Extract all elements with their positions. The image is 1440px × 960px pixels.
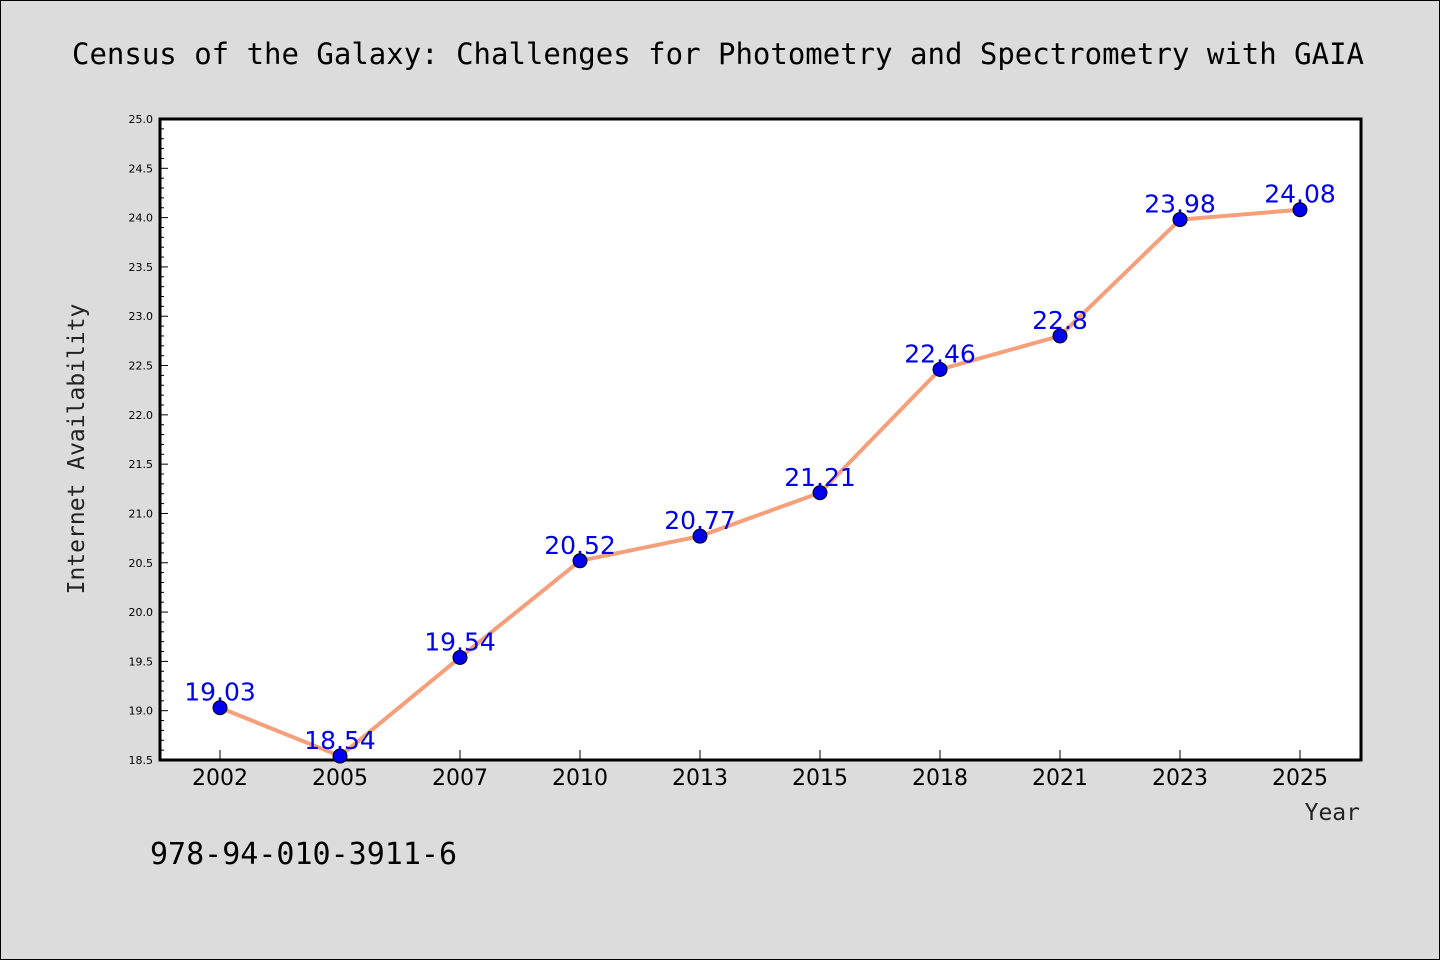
x-axis: 2002 2005 2007 2010 2013 2015 2018 2021 2023 2025 xyxy=(192,750,1328,791)
y-tick-label: 24.0 xyxy=(129,212,154,225)
x-tick-label: 2025 xyxy=(1272,766,1328,791)
x-axis-label: Year xyxy=(1305,800,1360,826)
data-point xyxy=(212,700,228,716)
y-tick-label: 23.5 xyxy=(129,261,154,274)
data-point xyxy=(812,485,828,501)
x-tick-label: 2002 xyxy=(192,766,248,791)
data-point xyxy=(572,553,588,569)
plot-area xyxy=(158,117,1363,762)
data-label: 22.8 xyxy=(1032,306,1088,335)
y-tick-label: 23.0 xyxy=(129,310,154,323)
data-point xyxy=(332,748,348,764)
y-tick-label: 21.0 xyxy=(129,507,154,520)
data-label: 22.46 xyxy=(904,339,976,368)
data-label: 21.21 xyxy=(784,463,856,492)
y-tick-label: 22.0 xyxy=(129,409,154,422)
chart-title: Census of the Galaxy: Challenges for Pho… xyxy=(72,37,1364,71)
series-line xyxy=(219,207,1301,759)
y-tick-label: 20.5 xyxy=(129,557,154,570)
y-tick-label: 21.5 xyxy=(129,458,154,471)
series-availability: 19.03 18.54 19.54 20.52 20.77 21.21 22.46 22.8 2… xyxy=(184,180,1336,764)
data-point xyxy=(1172,212,1188,228)
y-tick-label: 22.5 xyxy=(129,360,154,373)
data-label: 19.03 xyxy=(184,678,256,707)
data-point xyxy=(692,528,708,544)
y-axis: 18.5 19.0 19.5 20.0 20.5 21.0 21.5 22.0 22.5 23.0… xyxy=(129,113,168,767)
y-tick-label: 18.5 xyxy=(129,754,154,767)
data-point xyxy=(932,361,948,377)
x-tick-label: 2021 xyxy=(1032,766,1088,791)
x-tick-label: 2010 xyxy=(552,766,608,791)
y-tick-label: 19.0 xyxy=(129,705,154,718)
data-label: 20.77 xyxy=(664,506,736,535)
y-tick-label: 25.0 xyxy=(129,113,154,126)
x-tick-label: 2023 xyxy=(1152,766,1208,791)
data-point xyxy=(452,649,468,665)
data-label: 23.98 xyxy=(1144,190,1216,219)
data-point xyxy=(1292,202,1308,218)
data-point xyxy=(1052,328,1068,344)
y-tick-label: 19.5 xyxy=(129,655,154,668)
isbn-annotation: 978-94-010-3911-6 xyxy=(150,837,457,872)
y-tick-label: 20.0 xyxy=(129,606,154,619)
data-label: 19.54 xyxy=(424,627,496,656)
y-axis-label: Internet Availability xyxy=(64,304,90,595)
x-tick-label: 2007 xyxy=(432,766,488,791)
y-tick-label: 24.5 xyxy=(129,162,154,175)
data-label: 20.52 xyxy=(544,531,616,560)
x-tick-label: 2018 xyxy=(912,766,968,791)
data-label: 18.54 xyxy=(304,726,376,755)
data-label: 24.08 xyxy=(1264,180,1336,209)
x-tick-label: 2005 xyxy=(312,766,368,791)
x-tick-label: 2013 xyxy=(672,766,728,791)
x-tick-label: 2015 xyxy=(792,766,848,791)
